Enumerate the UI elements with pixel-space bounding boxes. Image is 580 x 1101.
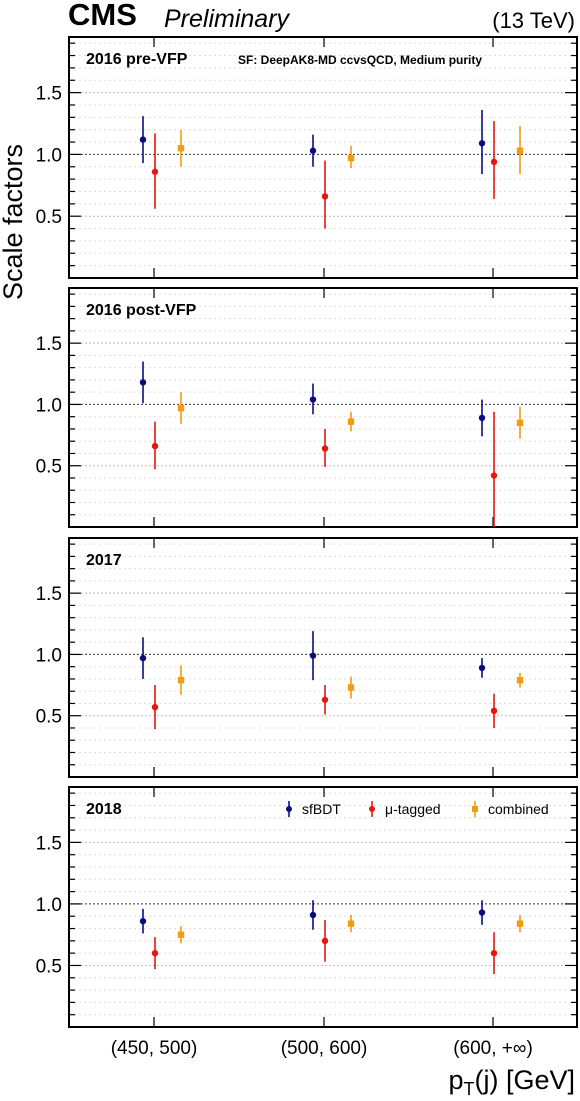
data-point <box>309 396 317 403</box>
data-point <box>139 136 147 143</box>
data-point <box>139 654 147 662</box>
panel-title: 2016 pre-VFP <box>86 51 188 68</box>
panel-3: 0.5 1.0 1.5 2018 sfBDT μ-tagged combined <box>36 786 578 1028</box>
panel-frame <box>68 36 578 279</box>
panel-2: 0.5 1.0 1.5 2017 <box>36 537 578 778</box>
energy-label: (13 TeV) <box>492 8 575 33</box>
data-point <box>139 917 147 925</box>
y-tick-label: 0.5 <box>36 956 62 977</box>
data-point <box>490 707 498 715</box>
panels-group: 0.5 1.0 1.5 2016 pre-VFP SF: DeepAK8-MD ccvs… <box>36 36 578 1059</box>
y-tick-label: 1.5 <box>36 584 62 605</box>
data-point <box>151 949 159 957</box>
data-point <box>151 168 159 175</box>
y-tick-label: 1.5 <box>36 84 62 105</box>
data-point <box>490 158 498 166</box>
y-tick-label: 0.5 <box>36 457 62 478</box>
selection-annotation: SF: DeepAK8-MD ccvsQCD, Medium purity <box>238 53 482 67</box>
data-point <box>177 404 185 412</box>
x-axis-label-main: p <box>448 1065 463 1095</box>
panel-title: 2016 post-VFP <box>86 302 197 319</box>
y-tick-label: 1.0 <box>36 145 62 166</box>
data-point <box>177 676 185 684</box>
x-tick-label: (500, 600) <box>281 1038 368 1059</box>
data-point <box>177 145 185 152</box>
y-tick-label: 1.0 <box>36 645 62 666</box>
panel-title: 2018 <box>86 801 122 818</box>
data-point <box>516 147 524 154</box>
legend: sfBDT μ-tagged combined <box>286 801 549 817</box>
data-point <box>347 684 355 691</box>
data-point <box>516 920 524 927</box>
data-point <box>516 676 524 684</box>
data-point <box>309 911 317 919</box>
y-tick-label: 1.5 <box>36 334 62 355</box>
panel-frame <box>68 287 578 528</box>
data-point <box>490 472 498 479</box>
data-point <box>321 937 329 945</box>
y-tick-label: 0.5 <box>36 207 62 228</box>
y-tick-label: 0.5 <box>36 707 62 728</box>
legend-label: sfBDT <box>302 801 341 817</box>
legend-marker <box>369 806 375 812</box>
data-point <box>516 419 524 427</box>
data-point <box>478 414 486 422</box>
x-tick-label: (600, +∞) <box>453 1038 533 1059</box>
x-tick-label: (450, 500) <box>111 1038 198 1059</box>
data-point <box>478 140 486 147</box>
panel-0: 0.5 1.0 1.5 2016 pre-VFP SF: DeepAK8-MD ccvs… <box>36 36 578 279</box>
data-point <box>347 418 355 425</box>
data-point <box>490 949 498 957</box>
data-point <box>151 703 159 711</box>
data-point <box>347 920 355 927</box>
panel-frame <box>68 537 578 778</box>
experiment-label: CMS <box>68 0 137 32</box>
data-point <box>478 909 486 916</box>
panel-1: 0.5 1.0 1.5 2016 post-VFP <box>36 287 578 528</box>
panel-frame <box>68 786 578 1028</box>
data-point <box>321 193 329 200</box>
data-point <box>309 652 317 659</box>
data-point <box>347 154 355 162</box>
y-tick-label: 1.5 <box>36 833 62 854</box>
data-point <box>321 696 329 703</box>
legend-marker <box>472 806 478 812</box>
legend-marker <box>286 806 292 812</box>
status-label: Preliminary <box>164 5 291 33</box>
y-tick-label: 1.0 <box>36 395 62 416</box>
data-point <box>139 379 147 386</box>
data-point <box>321 445 329 452</box>
x-axis-label: pT(j) [GeV] <box>448 1065 575 1099</box>
y-tick-label: 1.0 <box>36 895 62 916</box>
panel-title: 2017 <box>86 552 122 569</box>
data-point <box>151 442 159 450</box>
legend-label: combined <box>488 801 549 817</box>
data-point <box>177 931 185 938</box>
x-axis-label-sub: T <box>463 1079 474 1099</box>
x-axis-label-rest: (j) [GeV] <box>474 1065 575 1095</box>
y-axis-label: Scale factors <box>0 144 28 300</box>
data-point <box>478 664 486 672</box>
data-point <box>309 147 317 154</box>
legend-label: μ-tagged <box>385 801 441 817</box>
